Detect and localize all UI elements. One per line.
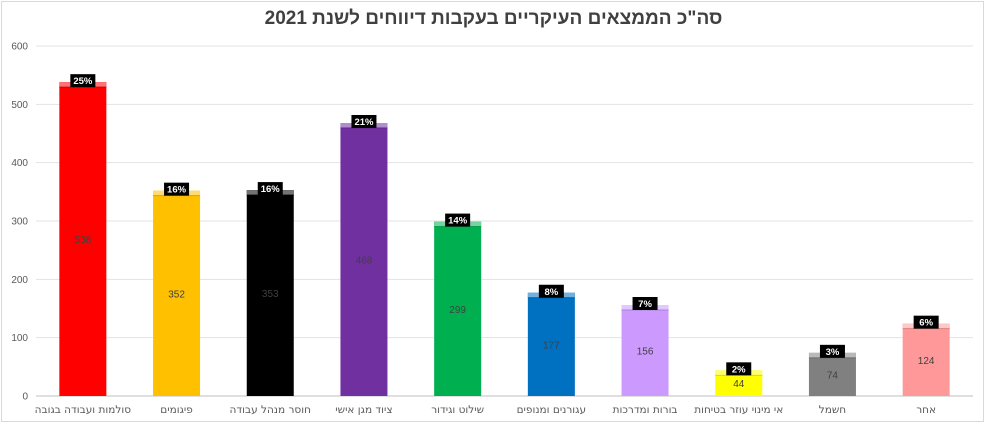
percent-label: 7% bbox=[638, 299, 652, 310]
y-tick-label: 0 bbox=[22, 392, 28, 403]
chart-title: סה"כ הממצאים העיקריים בעקבות דיווחים לשנ… bbox=[264, 8, 723, 29]
y-tick-label: 100 bbox=[11, 333, 28, 344]
percent-label: 3% bbox=[826, 347, 840, 358]
bar bbox=[434, 221, 482, 396]
bar bbox=[246, 190, 294, 396]
percent-badge bbox=[913, 315, 939, 329]
percent-label: 2% bbox=[732, 364, 746, 375]
percent-badge bbox=[257, 182, 283, 196]
category-label: עגורנים ומנופים bbox=[517, 404, 586, 416]
percent-label: 16% bbox=[167, 185, 187, 196]
percent-badge bbox=[351, 115, 377, 128]
value-label: 156 bbox=[637, 347, 654, 358]
percent-badge bbox=[632, 297, 658, 310]
category-label: שילוט וגידור bbox=[431, 404, 484, 416]
y-tick-label: 500 bbox=[11, 100, 28, 111]
percent-label: 21% bbox=[354, 117, 374, 128]
percent-label: 25% bbox=[73, 76, 93, 87]
percent-badge bbox=[819, 344, 845, 358]
percent-label: 14% bbox=[448, 216, 468, 227]
category-label: חשמל bbox=[819, 404, 846, 416]
bar bbox=[153, 190, 201, 396]
percent-badge bbox=[164, 182, 190, 196]
y-tick-label: 400 bbox=[11, 158, 28, 169]
value-label: 352 bbox=[168, 289, 185, 300]
category-label: אי מינוי עוזר בטיחות bbox=[694, 404, 783, 416]
percent-badge bbox=[70, 74, 96, 88]
y-tick-label: 200 bbox=[11, 275, 28, 286]
value-label: 538 bbox=[75, 235, 92, 246]
percent-label: 16% bbox=[261, 184, 281, 195]
bar bbox=[340, 123, 388, 396]
value-label: 468 bbox=[356, 256, 373, 267]
value-label: 44 bbox=[733, 379, 745, 390]
y-tick-label: 600 bbox=[11, 42, 28, 53]
percent-badge bbox=[538, 284, 564, 298]
category-label: סולמות ועבודה בגובה bbox=[35, 404, 132, 416]
bar bbox=[621, 305, 669, 396]
category-label: אחר bbox=[916, 404, 936, 416]
category-label: בורות ומדרכות bbox=[613, 404, 678, 416]
percent-label: 8% bbox=[544, 287, 558, 298]
value-label: 299 bbox=[449, 305, 466, 316]
bar bbox=[902, 323, 950, 396]
percent-label: 6% bbox=[919, 318, 933, 329]
value-label: 353 bbox=[262, 289, 279, 300]
percent-badge bbox=[726, 362, 752, 376]
category-label: חוסר מנהל עבודה bbox=[230, 404, 311, 416]
value-label: 177 bbox=[543, 340, 560, 351]
value-label: 124 bbox=[918, 356, 935, 367]
percent-badge bbox=[445, 213, 471, 227]
category-label: פיגומים bbox=[160, 404, 193, 416]
bar bbox=[59, 82, 107, 397]
bar bbox=[808, 352, 856, 396]
y-tick-label: 300 bbox=[11, 217, 28, 228]
bar bbox=[527, 292, 575, 396]
category-label: ציוד מגן אישי bbox=[335, 404, 392, 416]
value-label: 74 bbox=[827, 370, 839, 381]
